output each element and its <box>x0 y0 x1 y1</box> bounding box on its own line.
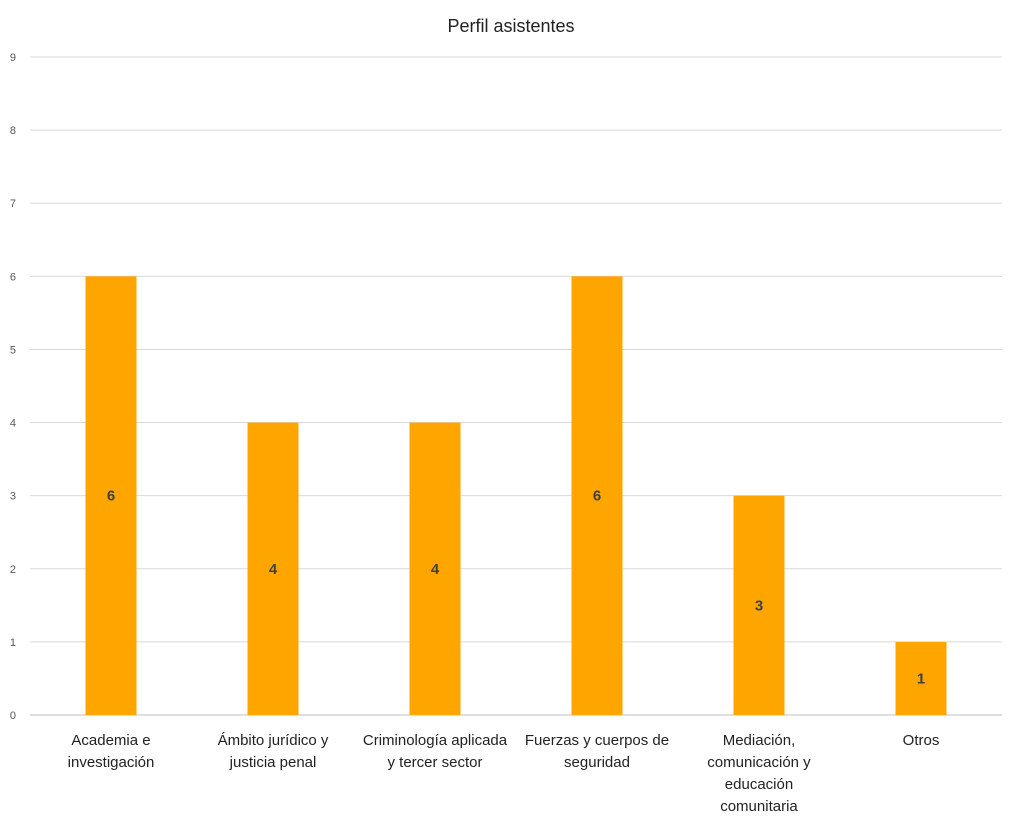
y-tick-label: 9 <box>10 52 16 64</box>
data-label: 6 <box>107 488 115 505</box>
x-axis-label-line: Otros <box>903 732 940 749</box>
x-axis-label-line: seguridad <box>564 754 630 771</box>
x-axis-label-line: Academia e <box>71 732 150 749</box>
x-axis-label-line: comunitaria <box>720 798 798 815</box>
x-axis-label: Academia e investigación <box>68 732 155 771</box>
x-axis-label: Mediación, comunicación y educación comunit… <box>707 732 811 815</box>
data-label: 4 <box>431 561 440 578</box>
x-axis-label-line: Mediación, <box>723 732 796 749</box>
bar <box>247 422 299 715</box>
bars <box>85 276 947 715</box>
x-axis-label-line: justicia penal <box>229 754 317 771</box>
bar <box>733 495 785 715</box>
bar <box>895 641 947 715</box>
y-tick-label: 8 <box>10 125 16 137</box>
y-tick-label: 1 <box>10 637 16 649</box>
data-labels: 6 4 4 6 3 1 <box>107 488 925 688</box>
data-label: 4 <box>269 561 278 578</box>
x-axis-label-line: y tercer sector <box>387 754 482 771</box>
x-axis-label-line: comunicación y <box>707 754 811 771</box>
x-axis-label: Criminología aplicada y tercer sector <box>363 732 508 771</box>
y-tick-label: 6 <box>10 271 16 283</box>
x-axis-label-line: Criminología aplicada <box>363 732 508 749</box>
chart-title: Perfil asistentes <box>447 16 574 36</box>
x-axis-label-line: educación <box>725 776 793 793</box>
x-axis-label-line: Ámbito jurídico y <box>218 732 329 749</box>
bar <box>85 276 137 715</box>
data-label: 6 <box>593 488 601 505</box>
x-axis-label-line: Fuerzas y cuerpos de <box>525 732 669 749</box>
y-tick-label: 7 <box>10 198 16 210</box>
y-tick-label: 0 <box>10 710 16 722</box>
bar <box>409 422 461 715</box>
x-axis-label: Ámbito jurídico y justicia penal <box>218 732 329 771</box>
y-tick-label: 4 <box>10 418 16 430</box>
y-tick-label: 5 <box>10 344 16 356</box>
data-label: 1 <box>917 670 925 687</box>
y-tick-label: 3 <box>10 491 16 503</box>
gridlines <box>30 56 1002 716</box>
y-axis-ticks: 0 1 2 3 4 5 6 7 8 9 <box>10 52 16 722</box>
y-tick-label: 2 <box>10 564 16 576</box>
x-axis-labels: Academia e investigación Ámbito jurídico y… <box>68 732 940 815</box>
data-label: 3 <box>755 597 763 614</box>
x-axis-label: Fuerzas y cuerpos de seguridad <box>525 732 669 771</box>
bar <box>571 276 623 715</box>
x-axis-label: Otros <box>903 732 940 749</box>
x-axis-label-line: investigación <box>68 754 155 771</box>
